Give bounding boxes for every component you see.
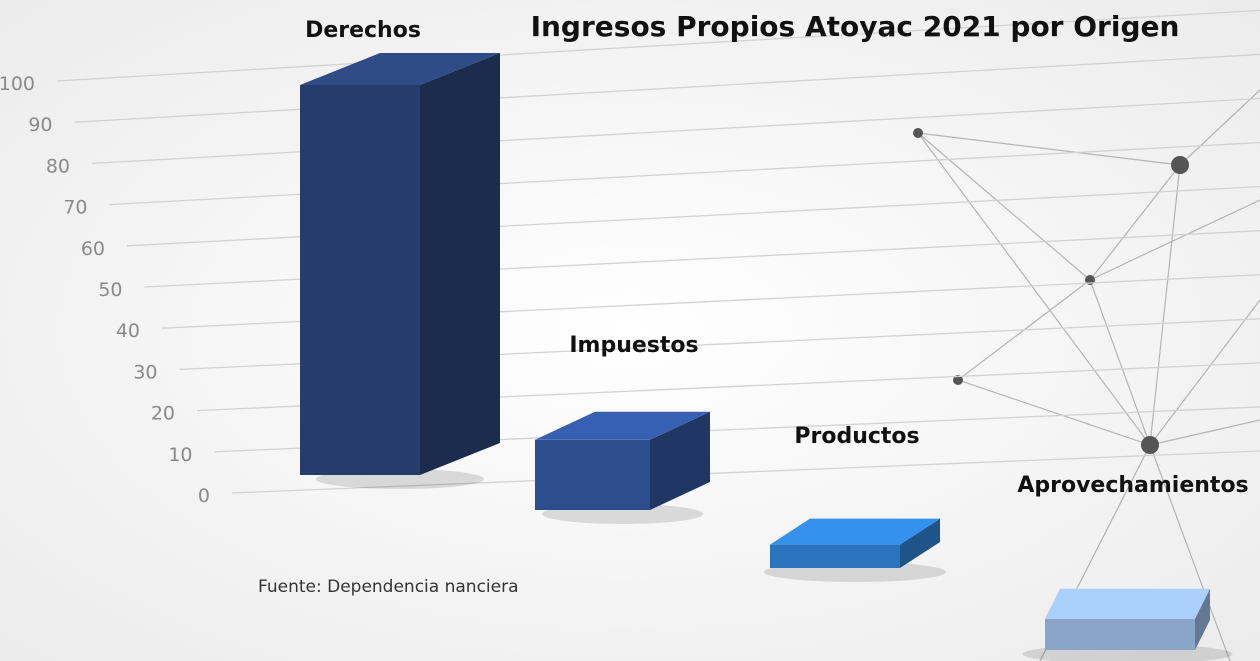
bar — [1045, 618, 1195, 650]
category-label: Aprovechamientos — [1017, 473, 1248, 498]
category-label: Impuestos — [569, 333, 698, 358]
bars: Derechos Impuestos Productos Aprovechamient… — [300, 18, 1249, 661]
bar-side — [1195, 588, 1210, 650]
grid-line — [231, 450, 1260, 494]
y-tick-label: 10 — [168, 444, 192, 466]
y-tick-label: 60 — [81, 238, 105, 260]
source-note: Fuente: Dependencia nanciera — [258, 577, 519, 597]
network-nodes — [913, 128, 1189, 454]
bar-side — [650, 411, 710, 510]
bar-top — [1045, 588, 1210, 619]
bar-side — [420, 53, 500, 475]
y-tick-label: 90 — [28, 114, 52, 136]
category-label: Derechos — [305, 18, 421, 43]
grid-line — [91, 97, 1260, 165]
bar — [770, 544, 900, 568]
y-tick-label: 80 — [46, 155, 70, 177]
y-tick-label: 40 — [116, 320, 140, 342]
y-tick-label: 0 — [198, 485, 210, 507]
bar — [300, 85, 420, 475]
bar-top — [770, 518, 940, 545]
bar-side — [900, 518, 940, 568]
y-tick-label: 100 — [0, 73, 35, 95]
y-tick-label: 20 — [151, 403, 175, 425]
chart-title: Ingresos Propios Atoyac 2021 por Origen — [531, 10, 1180, 43]
bar-top — [300, 53, 500, 85]
grid-line — [74, 53, 1260, 123]
grid: 0 10 20 30 40 50 60 70 80 90 100 — [0, 9, 1260, 507]
bar-top — [535, 411, 710, 440]
category-label: Productos — [794, 424, 919, 449]
bar — [535, 439, 650, 510]
y-tick-label: 30 — [133, 361, 157, 383]
grid-line — [56, 9, 1260, 82]
y-tick-label: 50 — [98, 279, 122, 301]
y-tick-label: 70 — [63, 197, 87, 219]
